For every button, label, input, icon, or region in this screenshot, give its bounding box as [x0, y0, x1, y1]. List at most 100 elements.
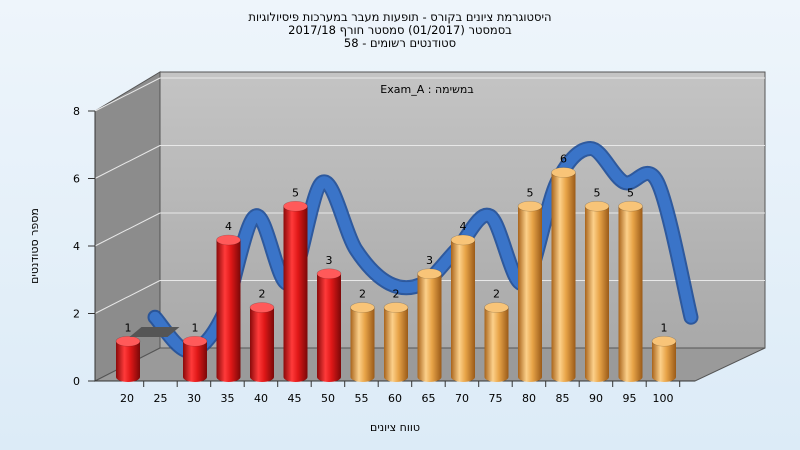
bar: [417, 268, 442, 382]
x-tick-label: 75: [489, 392, 503, 405]
bar-top: [417, 268, 442, 280]
bar: [450, 234, 476, 382]
x-tick-label: 30: [187, 392, 201, 405]
bar-value-label: 3: [426, 254, 433, 267]
bar-top: [316, 268, 342, 280]
bar-body: [183, 341, 207, 382]
bar-top: [551, 167, 576, 178]
y-tick-label: 4: [73, 240, 80, 253]
bar-value-label: 2: [359, 288, 366, 301]
x-tick-label: 80: [522, 392, 536, 405]
bar-body: [250, 307, 274, 382]
bar-value-label: 5: [292, 186, 299, 199]
bar-value-label: 5: [594, 186, 601, 199]
bar-top: [517, 200, 543, 212]
bar: [383, 302, 409, 382]
bar: [484, 302, 509, 382]
chart-annotation: במשימה : Exam_A: [380, 83, 473, 96]
x-tick-label: 85: [556, 392, 570, 405]
y-tick-label: 8: [73, 105, 80, 118]
bar-top: [115, 335, 141, 347]
bar: [584, 200, 610, 382]
bar: [350, 302, 375, 382]
x-tick-label: 100: [653, 392, 674, 405]
bar-body: [116, 341, 140, 382]
bar-body: [484, 307, 509, 382]
bar: [517, 200, 543, 382]
bar-value-label: 2: [493, 288, 500, 301]
bar-body: [384, 307, 408, 382]
bar-value-label: 2: [393, 288, 400, 301]
chart-title-line-2: בסמסטר (01/2017) סמסטר חורף 2017/18: [288, 23, 512, 37]
bar-body: [283, 206, 308, 382]
bar-body: [216, 240, 241, 382]
bar: [651, 335, 677, 382]
gridline-side: [94, 145, 161, 179]
bar-body: [551, 172, 576, 382]
bar: [316, 268, 342, 382]
y-tick-label: 2: [73, 308, 80, 321]
gridline-side: [94, 280, 161, 314]
bar: [216, 234, 241, 382]
x-tick-label: 55: [355, 392, 369, 405]
bar-top: [450, 234, 476, 246]
x-tick-label: 35: [221, 392, 235, 405]
bar-value-label: 2: [259, 288, 266, 301]
x-tick-label: 70: [455, 392, 469, 405]
chart-title-line-3: סטודנטים רשומים - 58: [343, 36, 457, 50]
bar: [249, 302, 275, 382]
x-tick-label: 25: [154, 392, 168, 405]
bar-zero-slab: [129, 327, 180, 337]
bar-top: [383, 302, 409, 313]
bar-top: [216, 234, 241, 246]
bar-top: [182, 335, 208, 347]
bar-top: [249, 302, 275, 313]
x-axis-title: טווח ציונים: [370, 421, 420, 434]
bar-body: [618, 206, 643, 382]
chart-title-line-1: היסטוגרמת ציונים בקורס - תופעות מעבר במע…: [248, 10, 552, 24]
x-tick-label: 40: [254, 392, 268, 405]
bar-body: [451, 240, 475, 382]
bar-body: [317, 273, 341, 382]
y-tick-label: 0: [73, 375, 80, 388]
bar-value-label: 1: [661, 321, 668, 334]
bar-body: [585, 206, 609, 382]
bar-body: [350, 307, 375, 382]
bar-zero: [129, 327, 180, 337]
bar: [115, 335, 141, 382]
gridline-side: [94, 212, 161, 247]
bar-value-label: 4: [225, 220, 232, 233]
bar-value-label: 3: [326, 254, 333, 267]
x-tick-label: 20: [120, 392, 134, 405]
bar-body: [652, 341, 676, 382]
y-tick-label: 6: [73, 173, 80, 186]
x-tick-label: 65: [422, 392, 436, 405]
bar-value-label: 4: [460, 220, 467, 233]
bar-body: [417, 273, 442, 382]
bar: [283, 200, 308, 382]
x-tick-label: 95: [623, 392, 637, 405]
x-tick-label: 45: [288, 392, 302, 405]
bar-top: [283, 200, 308, 212]
bar-value-label: 5: [627, 186, 634, 199]
bar-top: [618, 200, 643, 212]
bar: [551, 167, 576, 382]
bar: [618, 200, 643, 382]
gridline-side: [94, 77, 161, 112]
x-tick-label: 50: [321, 392, 335, 405]
bar-top: [651, 335, 677, 347]
bar-value-label: 1: [192, 321, 199, 334]
bar-value-label: 5: [527, 186, 534, 199]
y-axis-title: מספר סטודנטים: [28, 208, 41, 284]
x-tick-label: 60: [388, 392, 402, 405]
bar-body: [518, 206, 542, 382]
bar: [182, 335, 208, 382]
bar-top: [350, 302, 375, 313]
bar-top: [584, 200, 610, 212]
bar-value-label: 6: [560, 153, 567, 166]
bar-top: [484, 302, 509, 313]
x-tick-label: 90: [589, 392, 603, 405]
bar-value-label: 1: [125, 321, 132, 334]
